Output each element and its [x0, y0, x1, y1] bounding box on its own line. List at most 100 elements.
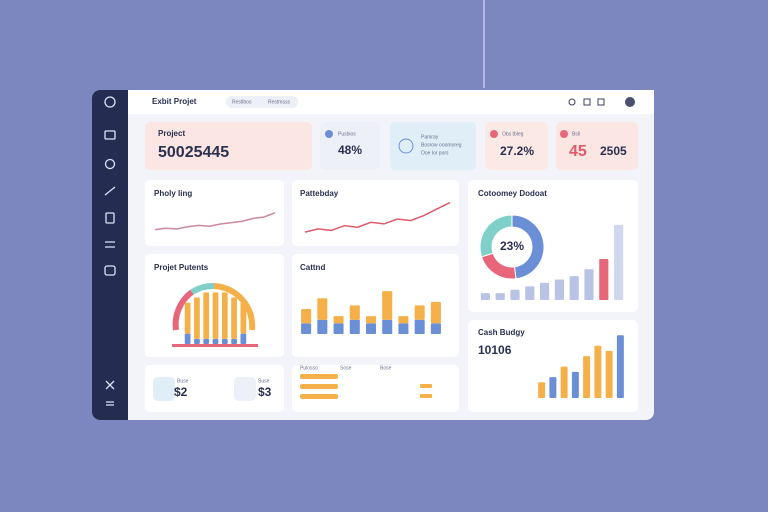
- bar: [194, 297, 200, 339]
- bar: [212, 338, 219, 344]
- bar: [495, 293, 505, 300]
- kpi-value: 48%: [338, 143, 362, 157]
- bar: [349, 319, 360, 334]
- arch-decoration: [172, 283, 256, 331]
- bar: [525, 286, 535, 300]
- summary-value: $2: [174, 385, 188, 399]
- tab[interactable]: Restmsss: [268, 99, 290, 105]
- bar: [571, 371, 579, 398]
- kpi-value: 27.2%: [500, 144, 534, 158]
- bar: [317, 319, 328, 334]
- kpi-label: Bsll: [572, 131, 580, 137]
- kpi-text: Bosrow ooomoreg: [421, 142, 462, 148]
- kpi-icon: [398, 138, 414, 154]
- kpi-icon: [560, 130, 568, 138]
- bar: [414, 319, 425, 334]
- table-header: Sose: [340, 365, 352, 371]
- card-total: 10106: [478, 343, 512, 357]
- bar: [349, 305, 360, 320]
- avatar[interactable]: [625, 97, 635, 107]
- kpi-card: [145, 122, 312, 170]
- bar: [203, 292, 210, 339]
- kpi-value: 45: [569, 143, 587, 160]
- line: [154, 212, 276, 231]
- icon-box: [153, 377, 175, 401]
- bar: [365, 323, 377, 334]
- top-icons: [568, 98, 605, 106]
- bar: [616, 335, 624, 398]
- kpi-label: Project: [158, 129, 185, 138]
- tab[interactable]: Restibos: [232, 99, 252, 105]
- bar: [430, 323, 441, 334]
- bar: [221, 338, 228, 344]
- top-bar: [128, 90, 654, 114]
- bar: [480, 293, 490, 300]
- card-title: Pholy ling: [154, 189, 192, 198]
- kpi-card: [390, 122, 476, 170]
- bar: [569, 276, 579, 300]
- bar: [240, 333, 247, 344]
- bar: [414, 305, 425, 320]
- arch-base: [172, 344, 258, 347]
- card-title: Cotoomey Dodoat: [478, 189, 547, 198]
- bar: [317, 298, 328, 320]
- bar: [594, 345, 602, 398]
- card: [145, 180, 284, 246]
- kpi-label: Obs tbleg: [502, 131, 524, 137]
- bar: [231, 338, 237, 344]
- kpi-card: [485, 122, 548, 170]
- table-header: Pulosso: [300, 365, 318, 371]
- bar: [333, 323, 344, 334]
- bar: [614, 224, 624, 300]
- summary-label: Suse: [258, 378, 270, 384]
- kpi-text: Ooe lor pors: [421, 150, 449, 156]
- bar: [398, 323, 409, 334]
- kpi-label: Pamray: [421, 134, 439, 140]
- bar: [221, 292, 228, 339]
- bar: [184, 333, 191, 344]
- line: [304, 201, 451, 233]
- kpi-card: [320, 122, 380, 170]
- table-bars: [300, 374, 432, 399]
- bar: [231, 297, 237, 339]
- bar: [301, 323, 312, 334]
- bar: [560, 366, 568, 398]
- summary-value: $3: [258, 385, 272, 399]
- icon-box: [234, 377, 256, 401]
- bar: [382, 291, 393, 320]
- bar: [212, 292, 219, 339]
- bar: [549, 377, 557, 398]
- card-title: Pattebday: [300, 189, 339, 198]
- table-header: Bose: [380, 365, 392, 371]
- kpi-value: 50025445: [158, 144, 229, 161]
- bar: [584, 269, 594, 300]
- bar: [554, 279, 564, 300]
- donut-center: 23%: [500, 239, 524, 253]
- bar: [605, 350, 613, 398]
- bar: [538, 382, 546, 398]
- bar: [599, 259, 609, 300]
- kpi-label: Pusbios: [338, 131, 356, 137]
- bar: [194, 338, 200, 344]
- bar: [240, 302, 247, 334]
- kpi-icon: [325, 130, 333, 138]
- app-title: Exbit Projet: [152, 97, 197, 106]
- kpi-card: [556, 122, 638, 170]
- bar: [398, 316, 409, 324]
- bar: [430, 301, 441, 324]
- card-title: Cattnd: [300, 263, 325, 272]
- kpi-extra: 2505: [600, 144, 627, 158]
- bar: [540, 282, 550, 300]
- bar: [333, 316, 344, 324]
- bar: [203, 338, 210, 344]
- bar: [301, 309, 312, 324]
- bar: [365, 316, 377, 324]
- bar: [184, 302, 191, 334]
- summary-label: Buse: [177, 378, 189, 384]
- tab-group[interactable]: [226, 96, 298, 108]
- card-title: Projet Putents: [154, 263, 209, 272]
- bar: [583, 356, 591, 398]
- bar: [510, 289, 520, 300]
- sidebar-icons: [104, 96, 116, 406]
